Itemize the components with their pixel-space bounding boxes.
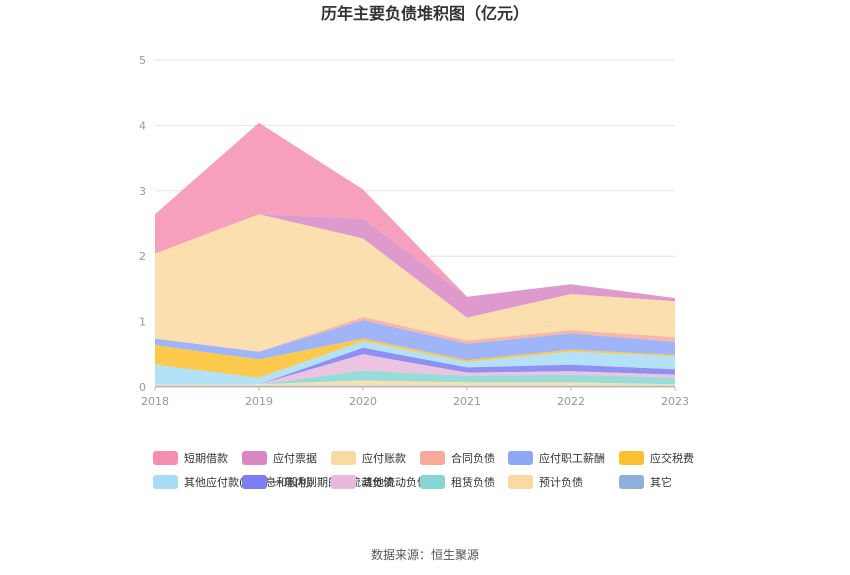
y-tick-label: 1 [139, 316, 146, 329]
legend: 短期借款应付票据应付账款合同负债应付职工薪酬应交税费其他应付款(含利息和股利)一… [153, 451, 694, 489]
legend-item[interactable]: 预计负债 [508, 475, 583, 489]
area-series [155, 347, 675, 385]
legend-swatch [242, 475, 267, 489]
x-tick-label: 2019 [245, 395, 273, 408]
y-tick-label: 3 [139, 185, 146, 198]
area-series [155, 214, 675, 352]
y-tick-label: 2 [139, 250, 146, 263]
legend-swatch [242, 451, 267, 465]
legend-swatch [153, 475, 178, 489]
legend-swatch [619, 475, 644, 489]
legend-swatch [153, 451, 178, 465]
legend-swatch [331, 475, 356, 489]
x-tick-label: 2018 [141, 395, 169, 408]
stacked-areas [155, 122, 675, 387]
area-series [155, 354, 675, 385]
legend-label: 短期借款 [184, 451, 228, 465]
area-series [155, 122, 675, 299]
legend-label: 应付账款 [362, 451, 406, 465]
area-series [155, 380, 675, 386]
area-series [155, 341, 675, 385]
legend-swatch [508, 451, 533, 465]
legend-label: 预计负债 [539, 475, 583, 489]
legend-swatch [619, 451, 644, 465]
legend-label: 应付职工薪酬 [539, 451, 605, 465]
area-series [155, 370, 675, 385]
legend-label: 应交税费 [650, 451, 694, 465]
legend-label: 应付票据 [273, 451, 317, 465]
y-tick-label: 5 [139, 54, 146, 67]
legend-item[interactable]: 应付票据 [242, 451, 317, 465]
x-tick-label: 2020 [349, 395, 377, 408]
legend-item[interactable]: 应付职工薪酬 [508, 451, 605, 465]
y-tick-label: 4 [139, 119, 146, 132]
area-series [155, 338, 675, 378]
legend-item[interactable]: 其他流动负债 [331, 475, 428, 489]
legend-item[interactable]: 应交税费 [619, 451, 694, 465]
legend-label: 合同负债 [451, 451, 495, 465]
area-series [155, 317, 675, 352]
legend-label: 其他流动负债 [362, 475, 428, 489]
legend-label: 其它 [650, 475, 672, 489]
area-series [155, 214, 675, 318]
legend-item[interactable]: 其它 [619, 475, 672, 489]
area-series [155, 320, 675, 361]
legend-item[interactable]: 合同负债 [420, 451, 495, 465]
x-tick-label: 2023 [661, 395, 689, 408]
legend-swatch [508, 475, 533, 489]
legend-item[interactable]: 短期借款 [153, 451, 228, 465]
data-source: 数据来源：恒生聚源 [371, 547, 479, 562]
legend-swatch [420, 451, 445, 465]
axes: 2018 2019 2020 2021 2022 2023 [141, 386, 689, 408]
legend-item[interactable]: 租赁负债 [420, 475, 495, 489]
x-tick-label: 2021 [453, 395, 481, 408]
x-tick-label: 2022 [557, 395, 585, 408]
y-tick-label: 0 [139, 381, 146, 394]
legend-swatch [331, 451, 356, 465]
chart-title: 历年主要负债堆积图（亿元） [321, 4, 529, 23]
legend-item[interactable]: 应付账款 [331, 451, 406, 465]
legend-swatch [420, 475, 445, 489]
legend-label: 租赁负债 [451, 475, 495, 489]
